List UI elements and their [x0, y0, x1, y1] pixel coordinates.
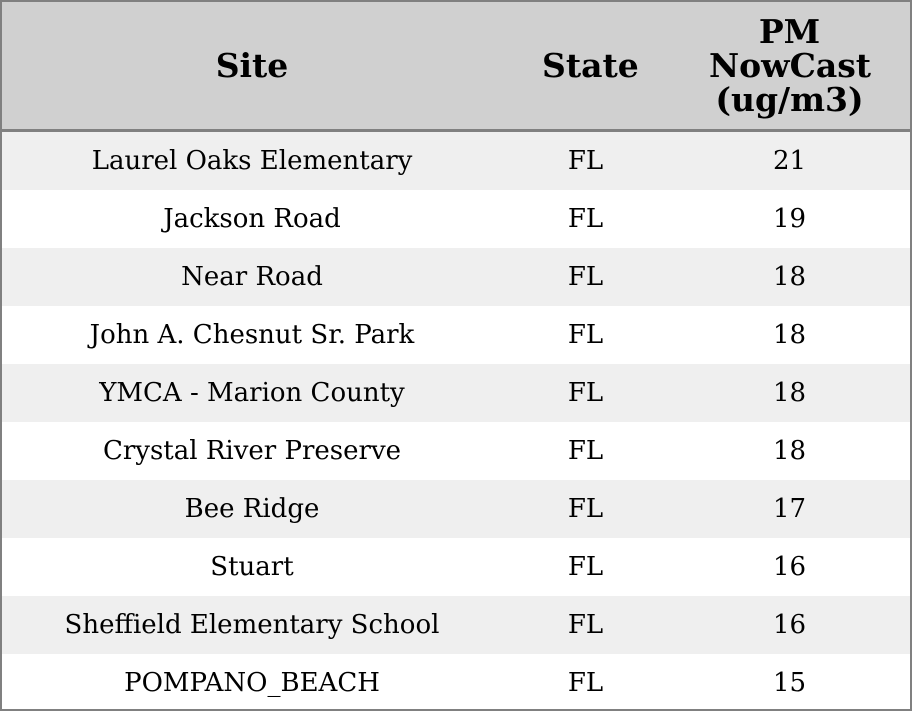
table-cell: Stuart [2, 538, 502, 596]
table-cell: FL [502, 654, 669, 709]
table-cell: Crystal River Preserve [2, 422, 502, 480]
table-row: John A. Chesnut Sr. Park FL 18 [2, 306, 910, 364]
table-row: Sheffield Elementary School FL 16 [2, 596, 910, 654]
header-cell: PM NowCast (ug/m3) [669, 2, 910, 132]
table-cell: Jackson Road [2, 190, 502, 248]
table-row: Jackson Road FL 19 [2, 190, 910, 248]
table-cell: YMCA - Marion County [2, 364, 502, 422]
table-cell: John A. Chesnut Sr. Park [2, 306, 502, 364]
table-cell: FL [502, 422, 669, 480]
table-row: Near Road FL 18 [2, 248, 910, 306]
table-row: POMPANO_BEACH FL 15 [2, 654, 910, 709]
table-header: Site State PM NowCast (ug/m3) [2, 2, 910, 132]
table-cell: 16 [669, 596, 910, 654]
table-cell: 18 [669, 422, 910, 480]
table-cell: FL [502, 480, 669, 538]
header-cell: Site [2, 2, 502, 132]
table-cell: Sheffield Elementary School [2, 596, 502, 654]
table-body: Laurel Oaks Elementary FL 21 Jackson Road FL… [2, 130, 910, 709]
table-row: Bee Ridge FL 17 [2, 480, 910, 538]
table-cell: Near Road [2, 248, 502, 306]
table-cell: 18 [669, 248, 910, 306]
table-cell: 17 [669, 480, 910, 538]
table-cell: 15 [669, 654, 910, 709]
table-cell: Laurel Oaks Elementary [2, 130, 502, 190]
table-cell: FL [502, 364, 669, 422]
header-row: Site State PM NowCast (ug/m3) [2, 2, 910, 132]
header-cell: State [502, 2, 669, 132]
table-cell: FL [502, 190, 669, 248]
table-cell: 18 [669, 306, 910, 364]
table-cell: 18 [669, 364, 910, 422]
table-cell: Bee Ridge [2, 480, 502, 538]
table-cell: POMPANO_BEACH [2, 654, 502, 709]
table-cell: FL [502, 130, 669, 190]
table-row: YMCA - Marion County FL 18 [2, 364, 910, 422]
table-cell: FL [502, 306, 669, 364]
table-cell: 21 [669, 130, 910, 190]
table-row: Laurel Oaks Elementary FL 21 [2, 130, 910, 190]
table-cell: FL [502, 538, 669, 596]
table-cell: FL [502, 596, 669, 654]
table-row: Stuart FL 16 [2, 538, 910, 596]
table-row: Crystal River Preserve FL 18 [2, 422, 910, 480]
table-cell: 19 [669, 190, 910, 248]
table-cell: 16 [669, 538, 910, 596]
table-cell: FL [502, 248, 669, 306]
